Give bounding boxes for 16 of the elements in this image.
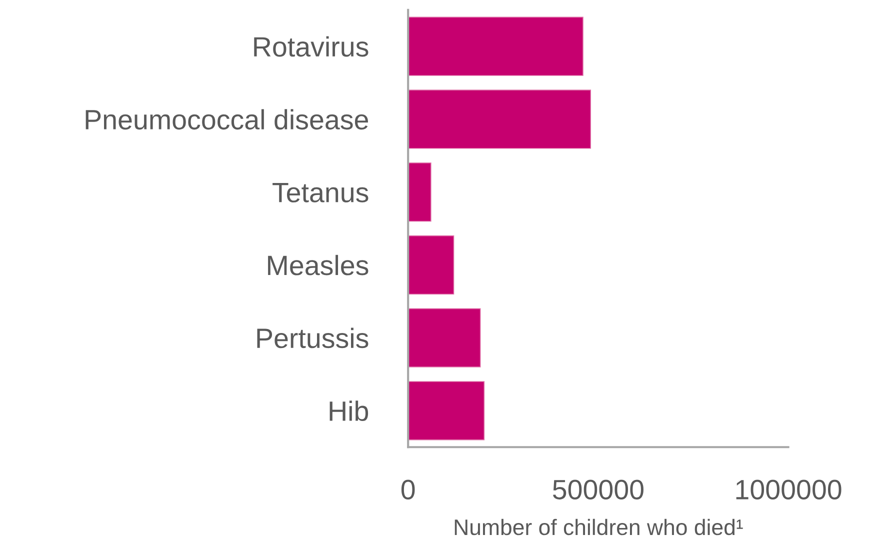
- y-tick-label: Measles: [268, 254, 368, 276]
- bar: [408, 16, 584, 76]
- x-tick-label: 0: [401, 480, 415, 500]
- bar: [408, 308, 481, 368]
- bar: [408, 235, 454, 295]
- y-tick-label: Pertussis: [257, 328, 368, 348]
- bar: [408, 90, 592, 149]
- y-tick-label: Rotavirus: [254, 36, 368, 57]
- y-tick-label: Hib: [330, 400, 368, 422]
- x-tick-label: 1000000: [736, 480, 842, 500]
- y-tick-label: Tetanus: [272, 183, 368, 202]
- y-tick-label: Pneumococcal disease: [86, 109, 368, 130]
- bar: [408, 381, 485, 440]
- x-axis-title: Number of children who died¹: [454, 518, 743, 536]
- x-tick-label: 500000: [552, 480, 644, 500]
- bar: [408, 162, 432, 222]
